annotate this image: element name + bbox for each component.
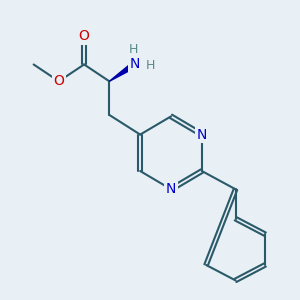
Text: H: H bbox=[145, 59, 155, 72]
Text: H: H bbox=[128, 43, 138, 56]
Text: O: O bbox=[79, 29, 89, 44]
Polygon shape bbox=[109, 62, 136, 81]
Text: N: N bbox=[129, 58, 140, 71]
Text: N: N bbox=[166, 182, 176, 196]
Text: N: N bbox=[197, 128, 207, 142]
Text: O: O bbox=[53, 74, 64, 88]
